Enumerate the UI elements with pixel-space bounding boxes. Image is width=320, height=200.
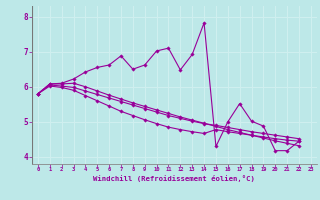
X-axis label: Windchill (Refroidissement éolien,°C): Windchill (Refroidissement éolien,°C) (93, 175, 255, 182)
